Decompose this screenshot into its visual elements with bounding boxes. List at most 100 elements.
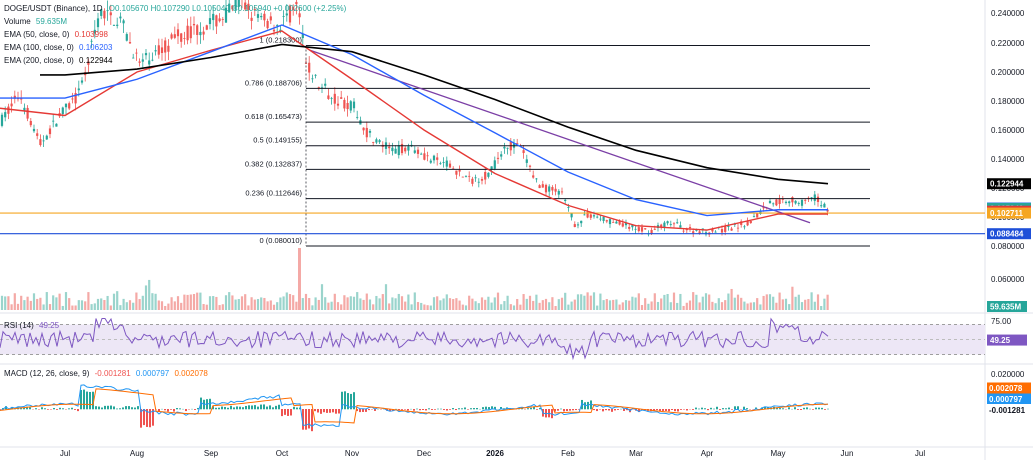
candle-body (234, 0, 237, 10)
time-tick-label: Jul (60, 449, 70, 458)
candle-body (612, 222, 615, 223)
candle-body (288, 5, 292, 23)
volume-bar (503, 301, 506, 310)
candle-body (813, 194, 816, 201)
macd-histogram-bar (560, 408, 562, 410)
candle-body (93, 29, 96, 34)
volume-bar (112, 293, 116, 310)
rsi-badge-label: 49.25 (990, 336, 1011, 345)
volume-bar (736, 294, 740, 310)
volume-bar (4, 296, 7, 310)
volume-bar (394, 298, 397, 310)
candle-body (151, 59, 154, 61)
macd-histogram-bar (98, 406, 100, 410)
volume-bar (368, 299, 372, 310)
candle-body (397, 145, 400, 156)
volume-bar (39, 297, 42, 310)
volume-badge (987, 301, 1027, 312)
macd-histogram-bar (389, 409, 391, 412)
ema200-legend[interactable]: EMA (200, close, 0) 0.122944 (4, 55, 112, 66)
macd-histogram-bar (482, 407, 484, 410)
macd-histogram-bar (305, 409, 307, 430)
candle-body (244, 2, 247, 10)
macd-histogram-bar (167, 409, 169, 412)
candle-body (727, 225, 730, 228)
candle-body (653, 228, 656, 230)
candle-body (474, 177, 477, 179)
macd-histogram-bar (434, 409, 436, 410)
macd-histogram-bar (464, 407, 466, 410)
trend-line (309, 49, 811, 224)
macd-signal-value: 0.002078 (174, 369, 208, 378)
volume-bar (656, 301, 660, 310)
macd-histogram-bar (272, 407, 274, 410)
macd-legend[interactable]: MACD (12, 26, close, 9) -0.001281 0.0007… (4, 368, 208, 379)
rsi-legend[interactable]: RSI (14) 49.25 (4, 320, 59, 331)
macd-histogram-bar (197, 407, 199, 410)
volume-bar (720, 302, 724, 310)
candle-body (532, 175, 535, 178)
volume-bar (263, 297, 266, 310)
volume-bar (484, 299, 487, 310)
macd-histogram-bar (170, 409, 172, 410)
candle-body (778, 199, 781, 205)
fib-level-label: 0 (0.080010) (259, 236, 302, 245)
ema50-legend[interactable]: EMA (50, close, 0) 0.103998 (4, 29, 108, 40)
macd-histogram-bar (686, 409, 688, 411)
macd-histogram-bar (491, 406, 493, 410)
volume-bar (192, 293, 196, 310)
candle-body (749, 220, 752, 223)
candle-body (573, 224, 576, 228)
macd-histogram-bar (662, 409, 664, 411)
volume-bar (679, 293, 682, 310)
candle-body (336, 103, 340, 106)
candle-body (45, 135, 48, 140)
candle-body (692, 231, 695, 234)
volume-bar (653, 293, 656, 310)
candle-body (791, 197, 794, 203)
fib-level-label: 0.618 (0.165473) (245, 112, 303, 121)
volume-bar (58, 293, 61, 310)
macd-histogram-bar (536, 409, 538, 410)
price-tick-label: 0.200000 (991, 68, 1025, 77)
candle-body (330, 97, 333, 99)
candle-body (541, 184, 544, 188)
price-axis: 0.240000 0.220000 0.200000 0.180000 0.160000… (987, 9, 1031, 312)
macd-histogram-bar (806, 407, 808, 410)
candle-body (138, 61, 141, 63)
volume-bar (781, 299, 784, 310)
rsi-badge (987, 334, 1027, 346)
macd-histogram-bar (71, 407, 73, 410)
macd-histogram-bar (296, 407, 298, 410)
macd-histogram-bar (368, 409, 370, 411)
volume-bar (445, 294, 448, 310)
candle-body (125, 34, 128, 41)
volume-bar (442, 298, 445, 310)
volume-value: 59.635M (35, 17, 68, 26)
candle-body (810, 197, 813, 199)
volume-bar (682, 305, 685, 310)
volume-bar (666, 293, 669, 310)
candle-body (32, 128, 36, 132)
candle-body (141, 59, 144, 62)
candle-body (215, 15, 218, 27)
macd-histogram-bar (677, 409, 679, 412)
price-tick-label: 0.140000 (991, 155, 1025, 164)
macd-histogram-bar (422, 409, 424, 410)
rsi-line (0, 317, 829, 361)
rsi-tick-label: 75.00 (991, 317, 1012, 326)
volume-bar (420, 302, 423, 310)
volume-bar (624, 300, 628, 310)
volume-bar (71, 305, 74, 310)
ema-line (0, 30, 828, 231)
price-tick-label: 0.160000 (991, 126, 1025, 135)
volume-bar (311, 305, 314, 310)
candle-body (186, 25, 189, 41)
ema100-legend[interactable]: EMA (100, close, 0) 0.106203 (4, 42, 112, 53)
macd-histogram-bar (596, 409, 598, 412)
candle-body (164, 40, 167, 53)
candle-body (167, 45, 170, 52)
candle-body (253, 9, 256, 10)
volume-bar (727, 293, 730, 310)
